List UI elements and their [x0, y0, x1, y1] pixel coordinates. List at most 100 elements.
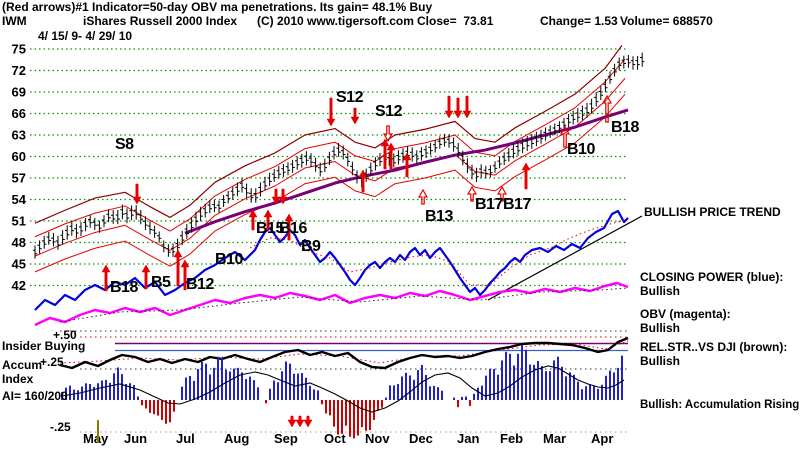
price-tick-label: 75 [12, 42, 26, 57]
closing-power-title: CLOSING POWER (blue): [640, 270, 784, 284]
month-label: Aug [224, 431, 249, 446]
cp-red-dotted [249, 219, 626, 286]
price-tick-label: 48 [12, 235, 26, 250]
plus25-label: +.25 [40, 355, 64, 369]
buy-arrow-up [417, 188, 429, 205]
signal-label-s12: S12 [375, 103, 403, 120]
obv-black-dotted [59, 287, 629, 323]
rel-strength-title: REL.STR..VS DJI (brown): [640, 340, 788, 354]
price-tick-label: 63 [12, 127, 26, 142]
month-label: Jun [124, 431, 147, 446]
purple-50day-ma [184, 108, 629, 235]
signal-label-b15: B15 [256, 220, 284, 237]
accum-index-line [59, 336, 629, 370]
buy-arrow-up [173, 249, 183, 287]
accum-histogram-ma [61, 365, 625, 413]
upper-band-maroon [34, 45, 623, 224]
copyright-label: (C) 2010 www.tigersoft.com [257, 14, 414, 28]
signal-label-b10: B10 [567, 141, 595, 158]
sell-arrow-down [444, 95, 454, 119]
buy-arrow-up [466, 185, 478, 202]
month-label: Sep [274, 431, 298, 446]
buy-arrow-up [559, 125, 571, 148]
ticker-symbol: IWM [2, 14, 27, 28]
sell-arrow-down [462, 95, 472, 119]
price-tick-label: 60 [12, 149, 26, 164]
insider-buying-label: Insider Buying [2, 339, 86, 353]
sell-arrow-down [287, 415, 297, 428]
accum-label-line2: Index [2, 372, 34, 386]
obv-magenta [34, 281, 629, 327]
close-value: Close= 73.81 [417, 14, 494, 28]
price-tick-label: 66 [12, 106, 26, 121]
month-label: Apr [591, 431, 613, 446]
buy-arrow-up [496, 185, 508, 202]
buy-arrow-up [601, 94, 613, 123]
buy-arrow-up [521, 162, 531, 190]
month-label: Mar [543, 431, 566, 446]
sell-arrow-down [295, 415, 305, 428]
signal-label-b18: B18 [110, 279, 138, 296]
month-label: Nov [365, 431, 390, 446]
signal-label-b16: B16 [279, 220, 307, 237]
buy-arrow-up [380, 138, 390, 170]
signal-label-b10: B10 [215, 251, 243, 268]
sell-arrow-down [453, 97, 463, 119]
ai-ratio-label: AI= 160/200 [2, 389, 68, 403]
sell-arrow-down [350, 107, 360, 125]
buy-arrow-up [141, 264, 151, 290]
price-tick-label: 45 [12, 256, 26, 271]
rel-strength-status: Bullish [640, 354, 681, 368]
month-label: Jan [457, 431, 479, 446]
buy-arrow-up [248, 209, 258, 231]
sell-arrow-down [303, 415, 313, 428]
signal-label-b9: B9 [301, 238, 321, 255]
price-trend-label: BULLISH PRICE TREND [644, 205, 781, 219]
obv-status: Bullish [640, 321, 681, 335]
accum-label-line1: Accum [2, 358, 43, 372]
sell-arrow-down [278, 188, 288, 205]
signal-label-b13: B13 [425, 208, 453, 225]
buy-arrow-up [284, 213, 294, 241]
price-tick-label: 51 [12, 213, 26, 228]
index-name: iShares Russell 2000 Index [83, 14, 238, 28]
sell-arrow-down [326, 97, 336, 127]
signal-label-b17: B17 [503, 196, 531, 213]
sell-arrow-down [132, 183, 142, 205]
buy-arrow-up [101, 264, 111, 292]
closing-power-status: Bullish [640, 284, 681, 298]
volume-value: Volume= 688570 [620, 14, 713, 28]
buy-arrow-up [386, 142, 396, 170]
month-label: Oct [324, 431, 346, 446]
month-label: May [83, 431, 109, 446]
plus50-label: +.50 [53, 328, 77, 342]
price-bars [32, 52, 645, 259]
signal-label-s8: S8 [115, 136, 134, 153]
month-label: Feb [500, 431, 523, 446]
price-tick-label: 42 [12, 278, 26, 293]
sell-arrow-down [382, 125, 394, 143]
lower-band-red [34, 78, 626, 257]
indicator-title: (Red arrows)#1 Indicator=50-day OBV ma p… [2, 0, 433, 14]
price-tick-label: 57 [12, 170, 26, 185]
price-tick-label: 72 [12, 63, 26, 78]
signal-label-b18: B18 [611, 119, 639, 136]
minus25-label: -.25 [50, 420, 71, 434]
buy-arrow-up [402, 152, 412, 178]
lower-band2-red [34, 93, 626, 273]
price-tick-label: 54 [12, 192, 27, 207]
obv-title: OBV (magenta): [640, 307, 731, 321]
change-value: Change= 1.53 [540, 14, 618, 28]
signal-label-s12: S12 [336, 89, 364, 106]
accumulation-note: Bullish: Accumulation Rising [640, 399, 800, 411]
date-range-label: 4/ 15/ 9- 4/ 29/ 10 [38, 29, 133, 43]
buy-arrow-up [358, 169, 368, 193]
signal-label-b5: B5 [151, 274, 171, 291]
buy-arrow-up [263, 209, 273, 231]
signal-label-b12: B12 [186, 276, 214, 293]
price-tick-label: 69 [12, 84, 26, 99]
month-label: Jul [176, 431, 195, 446]
buy-arrow-up [180, 259, 190, 291]
